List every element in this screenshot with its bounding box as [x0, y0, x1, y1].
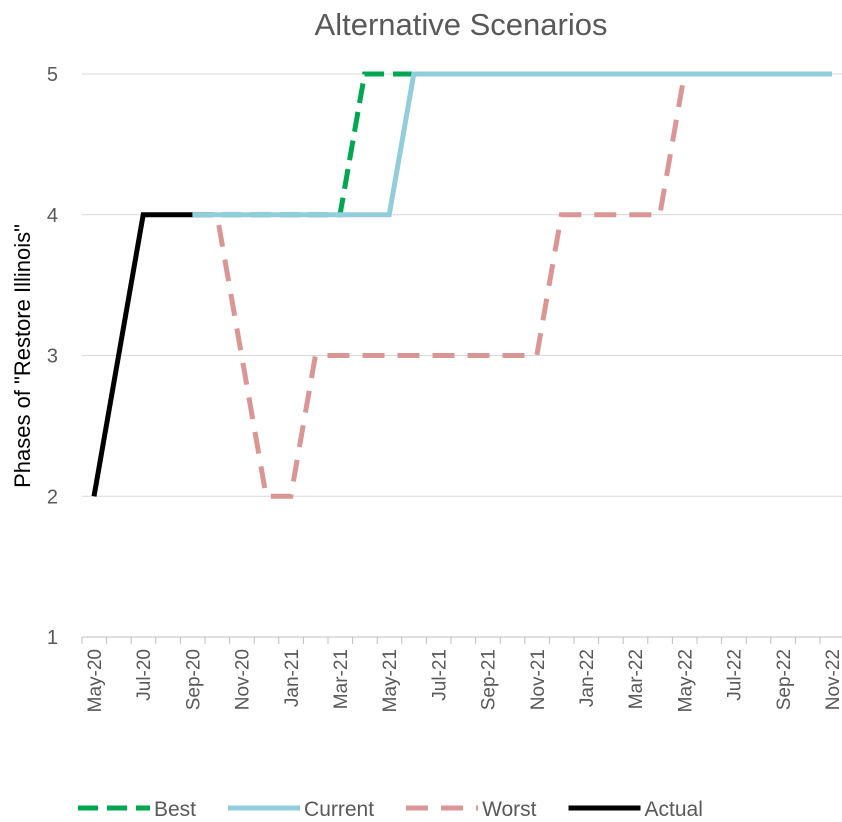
legend-label-worst: Worst	[482, 798, 537, 821]
y-tick-label: 5	[47, 64, 58, 86]
series-line-current	[192, 71, 832, 218]
legend: Best Current Worst Actual	[78, 798, 703, 821]
x-tick-label: Mar-21	[331, 649, 352, 709]
x-tick-label: Jul-20	[134, 649, 155, 701]
y-tick-labels: 1 2 3 4 5	[47, 64, 58, 649]
series-line-worst	[192, 71, 832, 499]
x-tick-label: May-22	[675, 649, 696, 712]
x-tick-label: May-21	[380, 649, 401, 712]
x-tick-label: Nov-22	[823, 649, 842, 710]
gridlines	[82, 73, 842, 497]
legend-label-best: Best	[154, 798, 196, 821]
x-tick-label: Mar-22	[626, 649, 647, 709]
y-tick-label: 2	[47, 486, 58, 508]
chart-title: Alternative Scenarios	[315, 7, 608, 42]
y-tick-label: 1	[47, 627, 58, 649]
y-tick-label: 4	[47, 205, 58, 227]
series-lines	[91, 71, 832, 499]
y-axis-label: Phases of "Restore Illinois"	[10, 224, 35, 488]
x-tick-label: Nov-21	[528, 649, 549, 710]
x-tick-label: Jan-22	[577, 649, 598, 707]
legend-label-current: Current	[304, 798, 374, 821]
x-tick-label: Jul-21	[429, 649, 450, 701]
x-tick-label: Sep-22	[774, 649, 795, 710]
y-tick-label: 3	[47, 346, 58, 368]
x-tick-label: Nov-20	[233, 649, 254, 710]
x-tick-label: Jul-22	[725, 649, 746, 701]
x-axis: May-20 Jul-20 Sep-20 Nov-20 Jan-21 Mar-21 May-…	[81, 636, 842, 712]
x-tick-label: Sep-20	[183, 649, 204, 710]
x-tick-label: Jan-21	[282, 649, 303, 707]
series-line-best	[192, 71, 832, 218]
series-line-actual	[91, 212, 193, 497]
x-tick-label: Sep-21	[479, 649, 500, 710]
x-tick-label: May-20	[85, 649, 106, 712]
legend-label-actual: Actual	[645, 798, 703, 821]
